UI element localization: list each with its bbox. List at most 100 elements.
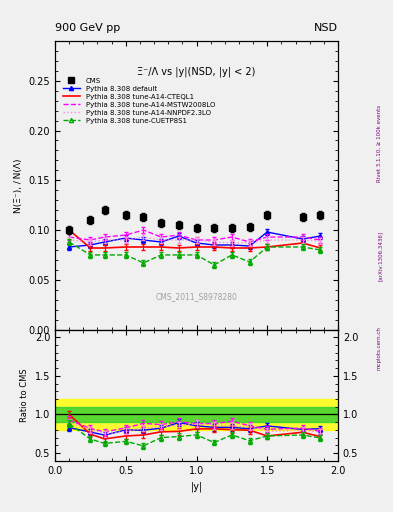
Pythia 8.308 tune-A14-CTEQL1 [318, 245, 323, 251]
Pythia 8.308 tune-CUETP8S1 [194, 252, 199, 258]
Pythia 8.308 tune-A14-MSTW2008LO [247, 239, 252, 245]
Pythia 8.308 default [212, 242, 217, 248]
Pythia 8.308 default [159, 239, 163, 245]
Pythia 8.308 tune-A14-CTEQL1 [247, 245, 252, 251]
Pythia 8.308 default [300, 236, 305, 242]
Pythia 8.308 tune-CUETP8S1 [265, 244, 270, 250]
Text: 900 GeV pp: 900 GeV pp [55, 23, 120, 33]
Pythia 8.308 default [194, 240, 199, 246]
Pythia 8.308 default [176, 233, 181, 239]
Line: Pythia 8.308 tune-CUETP8S1: Pythia 8.308 tune-CUETP8S1 [67, 240, 322, 267]
CMS [265, 212, 270, 218]
Line: Pythia 8.308 tune-A14-MSTW2008LO: Pythia 8.308 tune-A14-MSTW2008LO [69, 230, 320, 242]
Pythia 8.308 tune-CUETP8S1 [159, 252, 163, 258]
CMS [230, 225, 234, 231]
Pythia 8.308 tune-A14-NNPDF2.3LO [265, 237, 270, 243]
Bar [55, 399, 338, 430]
Pythia 8.308 tune-CUETP8S1 [67, 239, 72, 245]
Pythia 8.308 tune-A14-NNPDF2.3LO [88, 239, 93, 245]
Pythia 8.308 tune-A14-MSTW2008LO [102, 234, 107, 240]
Pythia 8.308 tune-A14-NNPDF2.3LO [176, 237, 181, 243]
Text: Ξ⁻/Λ vs |y|(NSD, |y| < 2): Ξ⁻/Λ vs |y|(NSD, |y| < 2) [137, 67, 256, 77]
Y-axis label: N(Ξ⁻), / N(Λ): N(Ξ⁻), / N(Λ) [14, 158, 23, 212]
CMS [176, 222, 181, 228]
Pythia 8.308 default [318, 233, 323, 239]
Pythia 8.308 tune-A14-CTEQL1 [88, 245, 93, 251]
Pythia 8.308 tune-A14-MSTW2008LO [67, 234, 72, 240]
Text: Rivet 3.1.10, ≥ 100k events: Rivet 3.1.10, ≥ 100k events [377, 105, 382, 182]
Y-axis label: Ratio to CMS: Ratio to CMS [20, 369, 29, 422]
Bar [55, 407, 338, 422]
Pythia 8.308 tune-CUETP8S1 [102, 252, 107, 258]
Pythia 8.308 tune-A14-MSTW2008LO [230, 234, 234, 240]
CMS [194, 225, 199, 231]
Text: mcplots.cern.ch: mcplots.cern.ch [377, 326, 382, 370]
Pythia 8.308 tune-CUETP8S1 [176, 252, 181, 258]
Pythia 8.308 tune-A14-NNPDF2.3LO [318, 238, 323, 244]
Pythia 8.308 default [88, 242, 93, 248]
Pythia 8.308 tune-A14-MSTW2008LO [194, 237, 199, 243]
Pythia 8.308 tune-A14-CTEQL1 [300, 240, 305, 246]
Text: [arXiv:1306.3436]: [arXiv:1306.3436] [378, 231, 383, 281]
CMS [212, 225, 217, 231]
Pythia 8.308 tune-CUETP8S1 [88, 252, 93, 258]
Pythia 8.308 default [230, 242, 234, 248]
CMS [318, 212, 323, 218]
Pythia 8.308 default [102, 239, 107, 245]
CMS [141, 214, 146, 220]
Pythia 8.308 tune-A14-NNPDF2.3LO [194, 237, 199, 243]
Pythia 8.308 tune-A14-MSTW2008LO [265, 234, 270, 240]
Pythia 8.308 tune-A14-CTEQL1 [212, 244, 217, 250]
Pythia 8.308 tune-A14-NNPDF2.3LO [67, 237, 72, 243]
Line: CMS: CMS [66, 207, 324, 233]
CMS [88, 217, 93, 223]
Pythia 8.308 tune-CUETP8S1 [318, 247, 323, 253]
Pythia 8.308 tune-A14-MSTW2008LO [318, 237, 323, 243]
Pythia 8.308 default [123, 235, 128, 241]
Pythia 8.308 tune-A14-CTEQL1 [102, 245, 107, 251]
Pythia 8.308 tune-A14-NNPDF2.3LO [159, 237, 163, 243]
Pythia 8.308 tune-A14-NNPDF2.3LO [141, 234, 146, 240]
Pythia 8.308 tune-A14-CTEQL1 [230, 245, 234, 251]
Pythia 8.308 tune-A14-MSTW2008LO [123, 232, 128, 238]
Line: Pythia 8.308 tune-A14-CTEQL1: Pythia 8.308 tune-A14-CTEQL1 [69, 230, 320, 248]
CMS [247, 224, 252, 230]
Pythia 8.308 tune-A14-MSTW2008LO [88, 237, 93, 243]
Pythia 8.308 tune-A14-NNPDF2.3LO [300, 237, 305, 243]
Pythia 8.308 tune-CUETP8S1 [123, 252, 128, 258]
Pythia 8.308 tune-A14-MSTW2008LO [212, 237, 217, 243]
Pythia 8.308 default [265, 229, 270, 235]
Pythia 8.308 tune-A14-CTEQL1 [176, 245, 181, 251]
Pythia 8.308 tune-A14-NNPDF2.3LO [247, 240, 252, 246]
Pythia 8.308 tune-A14-CTEQL1 [159, 244, 163, 250]
Pythia 8.308 tune-A14-CTEQL1 [67, 227, 72, 233]
Pythia 8.308 default [67, 244, 72, 250]
Pythia 8.308 tune-A14-MSTW2008LO [141, 227, 146, 233]
Pythia 8.308 tune-A14-MSTW2008LO [176, 232, 181, 238]
Pythia 8.308 default [247, 243, 252, 249]
Pythia 8.308 tune-CUETP8S1 [141, 260, 146, 266]
Pythia 8.308 tune-A14-NNPDF2.3LO [102, 237, 107, 243]
Pythia 8.308 tune-A14-NNPDF2.3LO [212, 239, 217, 245]
Pythia 8.308 tune-CUETP8S1 [212, 262, 217, 268]
Pythia 8.308 tune-A14-CTEQL1 [265, 244, 270, 250]
Pythia 8.308 tune-A14-CTEQL1 [123, 244, 128, 250]
Pythia 8.308 tune-A14-NNPDF2.3LO [123, 237, 128, 243]
Pythia 8.308 default [141, 237, 146, 243]
Line: Pythia 8.308 tune-A14-NNPDF2.3LO: Pythia 8.308 tune-A14-NNPDF2.3LO [69, 237, 320, 243]
Pythia 8.308 tune-A14-CTEQL1 [194, 244, 199, 250]
Pythia 8.308 tune-CUETP8S1 [247, 259, 252, 265]
Pythia 8.308 tune-CUETP8S1 [230, 252, 234, 258]
Pythia 8.308 tune-A14-MSTW2008LO [300, 234, 305, 240]
Pythia 8.308 tune-A14-CTEQL1 [141, 244, 146, 250]
Pythia 8.308 tune-A14-NNPDF2.3LO [230, 240, 234, 246]
Text: CMS_2011_S8978280: CMS_2011_S8978280 [156, 292, 237, 301]
CMS [300, 214, 305, 220]
CMS [159, 220, 163, 226]
Text: NSD: NSD [314, 23, 338, 33]
CMS [123, 212, 128, 218]
CMS [67, 227, 72, 233]
Pythia 8.308 tune-A14-MSTW2008LO [159, 234, 163, 240]
Legend: CMS, Pythia 8.308 default, Pythia 8.308 tune-A14-CTEQL1, Pythia 8.308 tune-A14-M: CMS, Pythia 8.308 default, Pythia 8.308 … [61, 76, 217, 125]
Line: Pythia 8.308 default: Pythia 8.308 default [67, 230, 322, 249]
